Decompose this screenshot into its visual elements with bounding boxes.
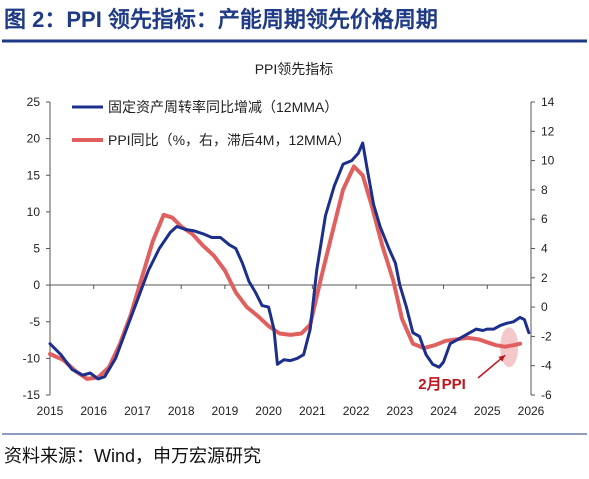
right-tick-label: 4 — [541, 242, 548, 256]
x-tick-label: 2021 — [299, 404, 326, 418]
left-tick-label: 0 — [33, 278, 40, 292]
right-tick-label: 0 — [541, 300, 548, 314]
series-line-fixed-asset-turnover — [48, 141, 531, 381]
figure-heading: 图 2：PPI 领先指标：产能周期领先价格周期 — [4, 7, 438, 32]
x-tick-label: 2022 — [343, 404, 370, 418]
right-tick-label: -4 — [541, 359, 552, 373]
left-tick-label: 10 — [27, 205, 41, 219]
x-tick-label: 2017 — [124, 404, 151, 418]
right-tick-label: 6 — [541, 212, 548, 226]
source-note: 资料来源：Wind，申万宏源研究 — [4, 446, 261, 466]
right-tick-label: -2 — [541, 329, 552, 343]
x-tick-label: 2016 — [80, 404, 107, 418]
x-tick-label: 2018 — [168, 404, 195, 418]
right-tick-label: 12 — [541, 124, 555, 138]
left-tick-label: 15 — [27, 168, 41, 182]
annotation-arrow-head — [498, 355, 506, 362]
annotation-label: 2月PPI — [418, 376, 466, 393]
legend-label: PPI同比（%，右，滞后4M，12MMA） — [108, 132, 351, 148]
left-tick-label: -15 — [23, 388, 41, 402]
x-tick-label: 2025 — [474, 404, 501, 418]
x-tick-label: 2015 — [37, 404, 64, 418]
chart-title: PPI领先指标 — [255, 61, 334, 77]
left-tick-label: 5 — [33, 242, 40, 256]
right-tick-label: 8 — [541, 183, 548, 197]
left-tick-label: -10 — [23, 351, 41, 365]
right-tick-label: 10 — [541, 154, 555, 168]
x-tick-label: 2023 — [386, 404, 413, 418]
right-tick-label: -6 — [541, 388, 552, 402]
right-tick-label: 2 — [541, 271, 548, 285]
x-tick-label: 2026 — [518, 404, 545, 418]
left-tick-label: -5 — [29, 315, 40, 329]
x-tick-label: 2020 — [255, 404, 282, 418]
legend-label: 固定资产周转率同比增减（12MMA） — [108, 99, 338, 115]
left-tick-label: 25 — [27, 95, 41, 109]
right-tick-label: 14 — [541, 95, 555, 109]
x-tick-label: 2024 — [430, 404, 457, 418]
left-tick-label: 20 — [27, 132, 41, 146]
series-line-ppi — [48, 164, 523, 381]
x-tick-label: 2019 — [212, 404, 239, 418]
